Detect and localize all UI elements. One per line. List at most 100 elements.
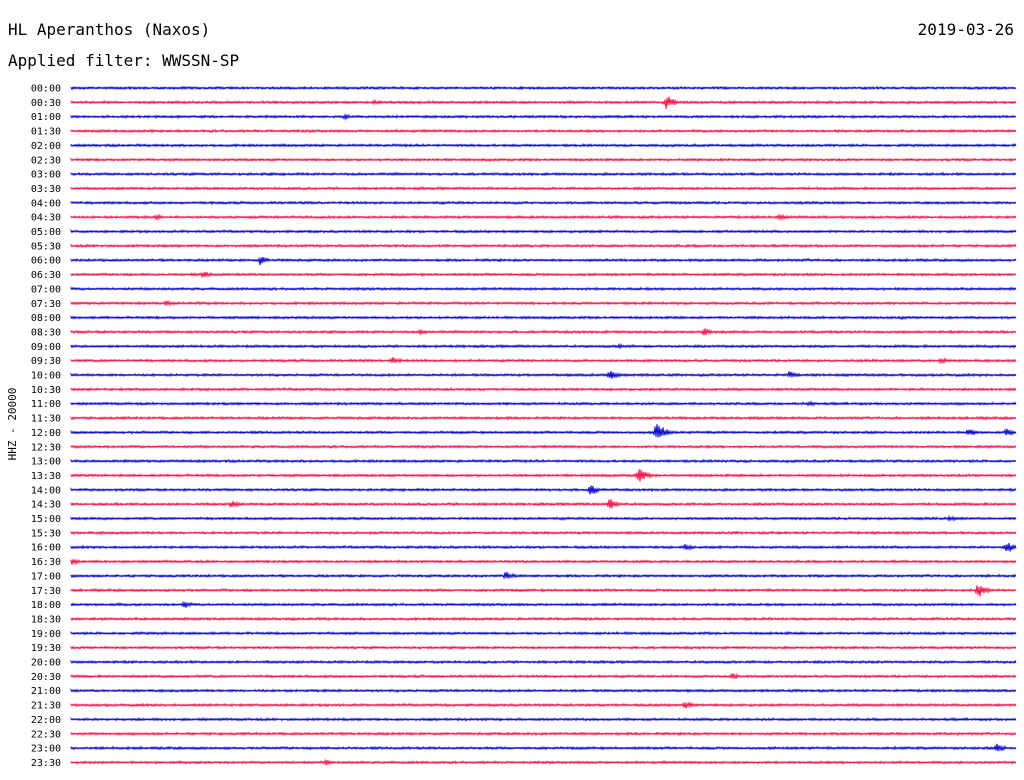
seismic-trace <box>70 543 1017 552</box>
row-tick-label: 17:30 <box>31 586 61 597</box>
row-tick-label: 20:30 <box>31 672 61 683</box>
row-tick-label: 06:30 <box>31 270 61 281</box>
row-tick-label: 02:00 <box>31 141 61 152</box>
row-tick-label: 15:00 <box>31 514 61 525</box>
y-axis-label: HHZ - 20000 <box>6 388 19 461</box>
row-tick-label: 12:30 <box>31 442 61 453</box>
row-tick-label: 17:00 <box>31 571 61 582</box>
seismic-trace <box>70 96 1017 109</box>
row-tick-label: 08:00 <box>31 313 61 324</box>
row-tick-label: 18:30 <box>31 614 61 625</box>
row-tick-label: 00:00 <box>31 84 61 95</box>
seismic-trace <box>70 85 1017 91</box>
filter-label: Applied filter: WWSSN-SP <box>8 51 240 70</box>
row-tick-label: 21:00 <box>31 686 61 697</box>
seismic-trace <box>70 514 1017 522</box>
seismic-trace <box>70 716 1017 722</box>
seismic-trace <box>70 299 1017 307</box>
row-tick-label: 23:30 <box>31 758 61 769</box>
seismic-trace <box>70 743 1017 752</box>
seismic-trace <box>70 185 1017 191</box>
seismic-trace <box>70 585 1017 597</box>
seismic-trace <box>70 243 1017 249</box>
seismic-trace <box>70 444 1017 450</box>
row-tick-label: 09:30 <box>31 356 61 367</box>
seismic-trace <box>70 672 1017 680</box>
seismic-trace <box>70 200 1017 206</box>
row-tick-label: 05:00 <box>31 227 61 238</box>
row-tick-label: 04:30 <box>31 213 61 224</box>
date-label: 2019-03-26 <box>917 20 1014 39</box>
seismic-trace <box>70 171 1017 177</box>
seismic-trace <box>70 558 1017 566</box>
seismic-trace <box>70 315 1017 321</box>
seismic-trace <box>70 485 1017 495</box>
seismic-trace <box>70 386 1017 392</box>
seismic-trace <box>70 113 1017 121</box>
seismic-trace <box>70 286 1017 292</box>
row-tick-label: 09:00 <box>31 342 61 353</box>
row-tick-label: 03:00 <box>31 170 61 181</box>
seismic-trace <box>70 469 1017 482</box>
row-tick-label: 19:00 <box>31 629 61 640</box>
trace-group <box>70 85 1017 767</box>
station-title: HL Aperanthos (Naxos) <box>8 20 211 39</box>
row-tick-label: 23:00 <box>31 744 61 755</box>
row-tick-label: 13:30 <box>31 471 61 482</box>
seismic-trace <box>70 758 1017 767</box>
seismic-trace <box>70 687 1017 694</box>
row-tick-label: 12:00 <box>31 428 61 439</box>
seismic-trace <box>70 600 1017 608</box>
seismic-trace <box>70 458 1017 464</box>
seismic-trace <box>70 630 1017 636</box>
seismic-trace <box>70 228 1017 234</box>
seismic-trace <box>70 659 1017 665</box>
row-tick-label: 07:30 <box>31 299 61 310</box>
row-tick-label: 14:30 <box>31 500 61 511</box>
seismic-trace <box>70 256 1017 266</box>
row-tick-label: 16:30 <box>31 557 61 568</box>
row-tick-label: 14:00 <box>31 485 61 496</box>
row-tick-label: 10:00 <box>31 371 61 382</box>
row-tick-label: 00:30 <box>31 98 61 109</box>
seismic-trace <box>70 424 1017 438</box>
row-tick-label: 21:30 <box>31 701 61 712</box>
row-tick-label: 15:30 <box>31 528 61 539</box>
row-tick-label: 06:00 <box>31 256 61 267</box>
row-tick-label: 22:30 <box>31 729 61 740</box>
row-tick-label: 22:00 <box>31 715 61 726</box>
row-tick-label: 11:00 <box>31 399 61 410</box>
row-tick-label: 01:00 <box>31 112 61 123</box>
row-tick-label: 20:00 <box>31 658 61 669</box>
row-tick-label: 05:30 <box>31 241 61 252</box>
seismic-trace <box>70 342 1017 349</box>
seismic-trace <box>70 157 1017 163</box>
row-tick-label: 04:00 <box>31 198 61 209</box>
row-tick-label: 03:30 <box>31 184 61 195</box>
seismic-trace <box>70 328 1017 336</box>
tick-label-group: 00:00 00:30 01:00 01:30 02:00 02:30 03:00 03:30… <box>31 84 61 769</box>
row-tick-label: 11:30 <box>31 414 61 425</box>
seismic-trace <box>70 731 1017 737</box>
row-tick-label: 16:00 <box>31 543 61 554</box>
row-tick-label: 10:30 <box>31 385 61 396</box>
seismic-trace <box>70 213 1017 222</box>
seismic-trace <box>70 128 1017 134</box>
seismic-trace <box>70 700 1017 709</box>
row-tick-label: 07:00 <box>31 284 61 295</box>
seismic-trace <box>70 415 1017 421</box>
row-tick-label: 02:30 <box>31 155 61 166</box>
seismic-trace <box>70 645 1017 651</box>
row-tick-label: 08:30 <box>31 327 61 338</box>
seismic-trace <box>70 371 1017 379</box>
seismic-trace <box>70 142 1017 148</box>
row-tick-label: 01:30 <box>31 127 61 138</box>
seismic-trace <box>70 356 1017 365</box>
seismic-trace <box>70 400 1017 407</box>
row-tick-label: 19:30 <box>31 643 61 654</box>
row-tick-label: 13:00 <box>31 457 61 468</box>
seismic-trace <box>70 499 1017 509</box>
seismic-trace <box>70 616 1017 622</box>
row-tick-label: 18:00 <box>31 600 61 611</box>
